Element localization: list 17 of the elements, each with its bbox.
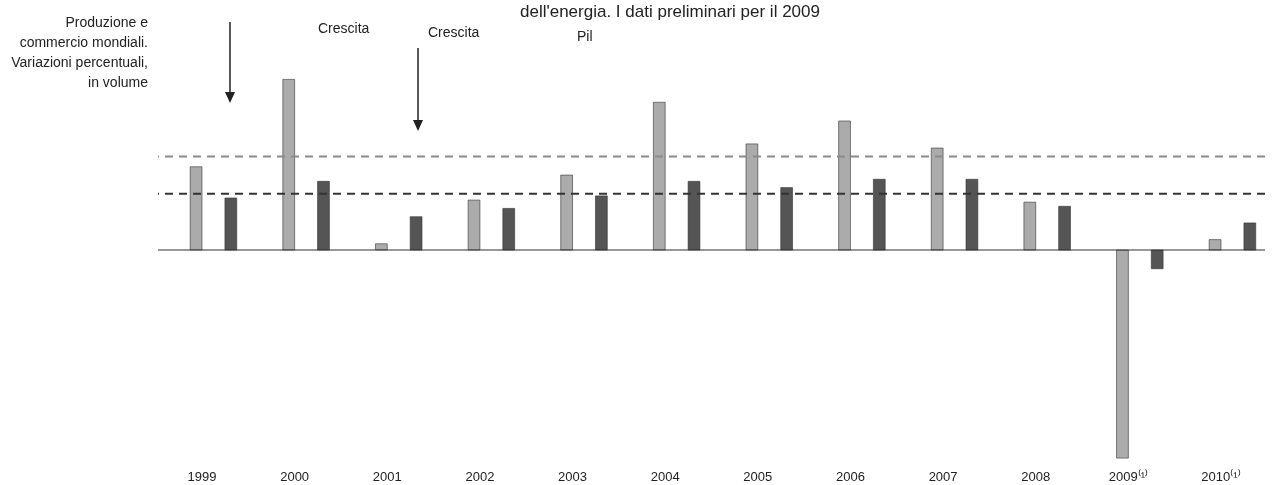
y-axis-title: Produzione e commercio mondiali. Variazioni percentuali, in volume	[10, 13, 148, 92]
text: dell'energia. I dati preliminari per il 2009	[520, 2, 820, 22]
x-tick-label: 2006	[835, 468, 865, 484]
x-tick-label: 2002	[465, 468, 495, 484]
x-tick-label: 2007	[928, 468, 958, 484]
x-tick-label: 2005	[743, 468, 773, 484]
text: Crescita	[318, 20, 370, 36]
x-tick-label: 2010⁽¹⁾	[1201, 468, 1241, 484]
x-tick-label: 2004	[650, 468, 680, 484]
x-tick-label: 2001	[372, 468, 402, 484]
x-tick-label: 1999	[187, 468, 217, 484]
text: Pil	[577, 28, 593, 44]
x-tick-label: 2008	[1021, 468, 1051, 484]
text: Crescita	[428, 24, 480, 40]
x-tick-label: 2003	[558, 468, 588, 484]
x-tick-label: 2009⁽¹⁾	[1108, 468, 1148, 484]
x-tick-label: 2000	[280, 468, 310, 484]
